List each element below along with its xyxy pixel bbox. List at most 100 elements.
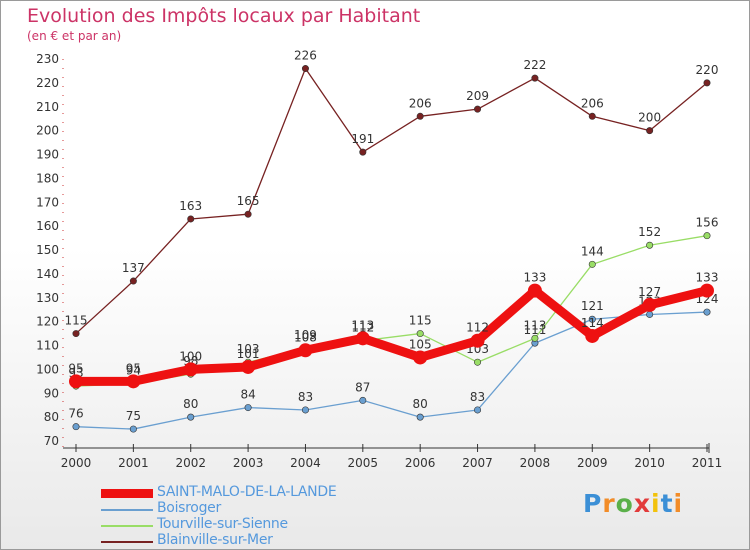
data-point [187, 215, 195, 223]
data-label: 156 [696, 216, 719, 230]
data-point [72, 423, 80, 431]
data-label: 100 [179, 349, 202, 363]
x-tick-label: 2006 [405, 456, 436, 470]
data-point [585, 328, 600, 343]
data-point [531, 74, 539, 82]
data-point [646, 241, 654, 249]
x-tick-label: 2010 [634, 456, 665, 470]
data-label: 226 [294, 49, 317, 63]
series-line [75, 67, 708, 335]
y-tick-label: 130 [36, 291, 59, 305]
legend-swatch [101, 541, 153, 543]
logo-letter: o [615, 489, 634, 518]
data-label: 101 [237, 347, 260, 361]
data-point [703, 232, 711, 240]
y-tick-label: 220 [36, 76, 59, 90]
y-tick-label: 230 [36, 52, 59, 66]
chart-title: Evolution des Impôts locaux par Habitant [27, 5, 421, 27]
data-point [527, 283, 542, 298]
data-point [474, 358, 482, 366]
data-point [183, 362, 198, 377]
data-point [700, 283, 714, 298]
data-label: 206 [581, 96, 604, 110]
x-tick-label: 2001 [118, 456, 149, 470]
data-point [129, 425, 137, 433]
data-label: 127 [638, 285, 661, 299]
series-line [75, 311, 708, 430]
data-label: 76 [68, 407, 83, 421]
data-point [187, 413, 195, 421]
logo-letter: i [651, 489, 661, 518]
data-label: 87 [355, 380, 370, 394]
data-label: 111 [523, 323, 546, 337]
data-label: 80 [183, 397, 198, 411]
data-point [416, 112, 424, 120]
data-label: 114 [581, 316, 604, 330]
data-label: 121 [581, 299, 604, 313]
data-label: 80 [413, 397, 428, 411]
legend-swatch [101, 489, 153, 498]
data-label: 165 [237, 194, 260, 208]
data-point [703, 308, 711, 316]
data-label: 209 [466, 89, 489, 103]
data-label: 83 [298, 390, 313, 404]
data-point [301, 406, 309, 414]
y-tick-label: 180 [36, 171, 59, 185]
data-label: 95 [68, 361, 83, 375]
y-tick-label: 200 [36, 124, 59, 138]
data-label: 137 [122, 261, 145, 275]
data-point [126, 374, 141, 389]
data-point [470, 333, 485, 348]
legend-swatch [101, 509, 153, 511]
data-point [359, 148, 367, 156]
y-tick-label: 120 [36, 315, 59, 329]
data-point [359, 396, 367, 404]
y-tick-label: 80 [44, 410, 59, 424]
chart-subtitle: (en € et par an) [27, 29, 122, 43]
y-tick-label: 90 [44, 386, 59, 400]
y-tick-label: 160 [36, 219, 59, 233]
data-point [474, 105, 482, 113]
data-label: 84 [240, 388, 255, 402]
data-label: 83 [470, 390, 485, 404]
legend-label: Boisroger [157, 500, 221, 516]
data-label: 163 [179, 199, 202, 213]
y-tick-label: 70 [44, 434, 59, 448]
data-point [69, 374, 83, 389]
data-label: 113 [351, 318, 374, 332]
y-tick-label: 110 [36, 339, 59, 353]
data-point [703, 79, 711, 87]
data-point [642, 297, 657, 312]
data-label: 109 [294, 328, 317, 342]
logo-letter: x [633, 489, 651, 518]
x-tick-label: 2003 [233, 456, 264, 470]
data-label: 222 [523, 58, 546, 72]
legend-label: SAINT-MALO-DE-LA-LANDE [157, 484, 337, 500]
x-tick-label: 2005 [348, 456, 379, 470]
data-point [298, 343, 313, 358]
x-tick-label: 2000 [61, 456, 92, 470]
data-label: 108 [294, 330, 317, 344]
data-label: 105 [409, 337, 432, 351]
data-point [355, 331, 370, 346]
data-label: 113 [523, 318, 546, 332]
legend-label: Blainville-sur-Mer [157, 532, 273, 548]
data-point [416, 413, 424, 421]
logo-letter: t [660, 489, 674, 518]
data-label: 133 [523, 271, 546, 285]
data-label: 133 [696, 271, 719, 285]
y-tick-label: 210 [36, 100, 59, 114]
x-tick-label: 2009 [577, 456, 608, 470]
proxiti-logo: Proxiti [583, 489, 683, 518]
data-label: 103 [237, 342, 260, 356]
series-line [71, 286, 712, 386]
data-label: 94 [126, 364, 141, 378]
data-label: 144 [581, 244, 604, 258]
data-label: 200 [638, 111, 661, 125]
data-point [72, 330, 80, 338]
legend-label: Tourville-sur-Sienne [157, 516, 288, 532]
legend-swatch [101, 525, 153, 527]
y-tick-label: 170 [36, 195, 59, 209]
